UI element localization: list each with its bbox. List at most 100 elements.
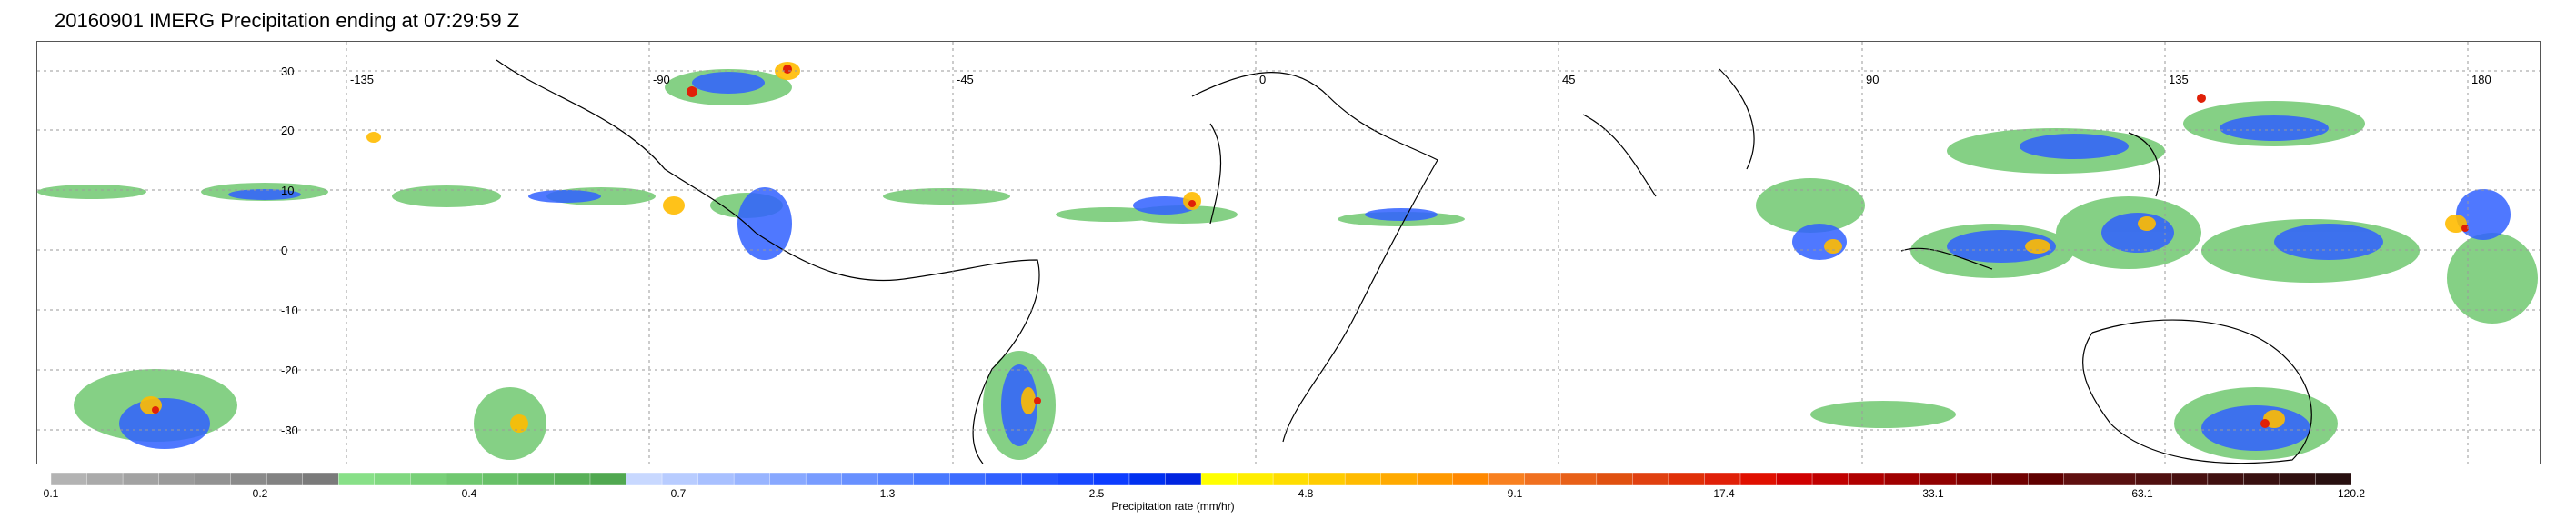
- longitude-label: -135: [350, 73, 374, 86]
- colorbar-swatch: [1739, 473, 1778, 485]
- colorbar-swatch: [266, 473, 304, 485]
- graticule: [37, 42, 2540, 464]
- colorbar-swatch: [949, 473, 987, 485]
- colorbar-swatch: [2100, 473, 2137, 485]
- map-canvas: -135 -90 -45 0 45 90 135 180 30 20 10 0 -10 -20 -30: [37, 42, 2540, 464]
- colorbar-swatch: [2028, 473, 2065, 485]
- latitude-label: 0: [281, 244, 287, 257]
- colorbar-swatch: [1021, 473, 1058, 485]
- colorbar-swatch: [1596, 473, 1634, 485]
- colorbar-swatch: [1811, 473, 1849, 485]
- colorbar-swatch: [302, 473, 339, 485]
- longitude-label: 135: [2169, 73, 2189, 86]
- latitude-label: -30: [281, 424, 298, 437]
- colorbar-swatch: [2315, 473, 2351, 485]
- colorbar-swatch: [2207, 473, 2245, 485]
- colorbar-swatch: [1237, 473, 1274, 485]
- colorbar-swatch: [2171, 473, 2209, 485]
- colorbar-tick-label: 2.5: [1088, 487, 1105, 500]
- colorbar-tick-label: 33.1: [1922, 487, 1944, 500]
- precipitation-field: [37, 62, 2538, 460]
- colorbar-swatch: [446, 473, 484, 485]
- longitude-label: 90: [1866, 73, 1879, 86]
- colorbar-swatch: [589, 473, 627, 485]
- longitude-label: -90: [653, 73, 670, 86]
- colorbar-swatch: [913, 473, 950, 485]
- colorbar-swatch: [2135, 473, 2173, 485]
- colorbar-swatch: [1524, 473, 1562, 485]
- colorbar-swatch: [1668, 473, 1706, 485]
- colorbar-swatch: [1093, 473, 1130, 485]
- colorbar-swatch: [1883, 473, 1921, 485]
- colorbar-swatch: [517, 473, 556, 485]
- colorbar-swatch: [1165, 473, 1202, 485]
- colorbar-title: Precipitation rate (mm/hr): [1111, 500, 1235, 513]
- longitude-label: 45: [1562, 73, 1575, 86]
- latitude-label: 20: [281, 124, 294, 137]
- colorbar-swatch: [1380, 473, 1418, 485]
- colorbar-tick-label: 0.4: [461, 487, 477, 500]
- colorbar-swatches: [51, 473, 2351, 485]
- colorbar-swatch: [86, 473, 124, 485]
- colorbar-swatch: [230, 473, 267, 485]
- colorbar-swatch: [410, 473, 447, 485]
- colorbar-swatch: [158, 473, 195, 485]
- colorbar-swatch: [1344, 473, 1382, 485]
- colorbar-swatch: [1200, 473, 1238, 485]
- colorbar-swatch: [2063, 473, 2100, 485]
- colorbar: [51, 473, 2351, 485]
- colorbar-swatch: [1488, 473, 1526, 485]
- colorbar-swatch: [1919, 473, 1957, 485]
- colorbar-tick-label: 0.1: [43, 487, 59, 500]
- longitude-label: -45: [957, 73, 974, 86]
- colorbar-tick-label: 63.1: [2131, 487, 2153, 500]
- colorbar-swatch: [697, 473, 735, 485]
- colorbar-tick-label: 120.2: [2337, 487, 2366, 500]
- colorbar-swatch: [661, 473, 699, 485]
- latitude-label: 10: [281, 184, 294, 197]
- colorbar-swatch: [2243, 473, 2280, 485]
- latitude-label: 30: [281, 65, 294, 78]
- colorbar-swatch: [1416, 473, 1454, 485]
- colorbar-swatch: [51, 473, 88, 485]
- colorbar-swatch: [122, 473, 160, 485]
- latitude-label: -10: [281, 304, 298, 317]
- colorbar-swatch: [877, 473, 915, 485]
- longitude-label: 180: [2471, 73, 2491, 86]
- colorbar-swatch: [733, 473, 771, 485]
- colorbar-swatch: [769, 473, 807, 485]
- colorbar-tick-label: 9.1: [1507, 487, 1523, 500]
- colorbar-tick-label: 17.4: [1713, 487, 1735, 500]
- colorbar-swatch: [841, 473, 878, 485]
- colorbar-swatch: [1991, 473, 2029, 485]
- colorbar-swatch: [1452, 473, 1489, 485]
- colorbar-tick-label: 1.3: [879, 487, 896, 500]
- graticule-labels: -135 -90 -45 0 45 90 135 180 30 20 10 0 -10 -20 -30: [281, 65, 2491, 437]
- colorbar-swatch: [1632, 473, 1669, 485]
- colorbar-swatch: [1776, 473, 1813, 485]
- map-title: 20160901 IMERG Precipitation ending at 0…: [55, 9, 520, 32]
- colorbar-tick-label: 0.7: [670, 487, 687, 500]
- colorbar-swatch: [374, 473, 412, 485]
- colorbar-swatch: [1848, 473, 1885, 485]
- precipitation-map: -135 -90 -45 0 45 90 135 180 30 20 10 0 -10 -20 -30: [36, 41, 2541, 464]
- colorbar-tick-label: 0.2: [252, 487, 268, 500]
- colorbar-swatch: [482, 473, 519, 485]
- colorbar-swatch: [1272, 473, 1310, 485]
- colorbar-swatch: [626, 473, 663, 485]
- colorbar-swatch: [338, 473, 376, 485]
- colorbar-swatch: [1955, 473, 1993, 485]
- colorbar-tick-label: 4.8: [1298, 487, 1314, 500]
- colorbar-swatch: [1128, 473, 1167, 485]
- colorbar-swatch: [554, 473, 591, 485]
- colorbar-swatch: [985, 473, 1023, 485]
- colorbar-swatch: [1560, 473, 1598, 485]
- latitude-label: -20: [281, 364, 298, 377]
- colorbar-swatch: [1308, 473, 1346, 485]
- longitude-label: 0: [1259, 73, 1266, 86]
- colorbar-swatch: [2279, 473, 2317, 485]
- colorbar-swatch: [1704, 473, 1741, 485]
- colorbar-swatch: [1057, 473, 1095, 485]
- colorbar-swatch: [194, 473, 232, 485]
- coastlines: [496, 59, 2312, 464]
